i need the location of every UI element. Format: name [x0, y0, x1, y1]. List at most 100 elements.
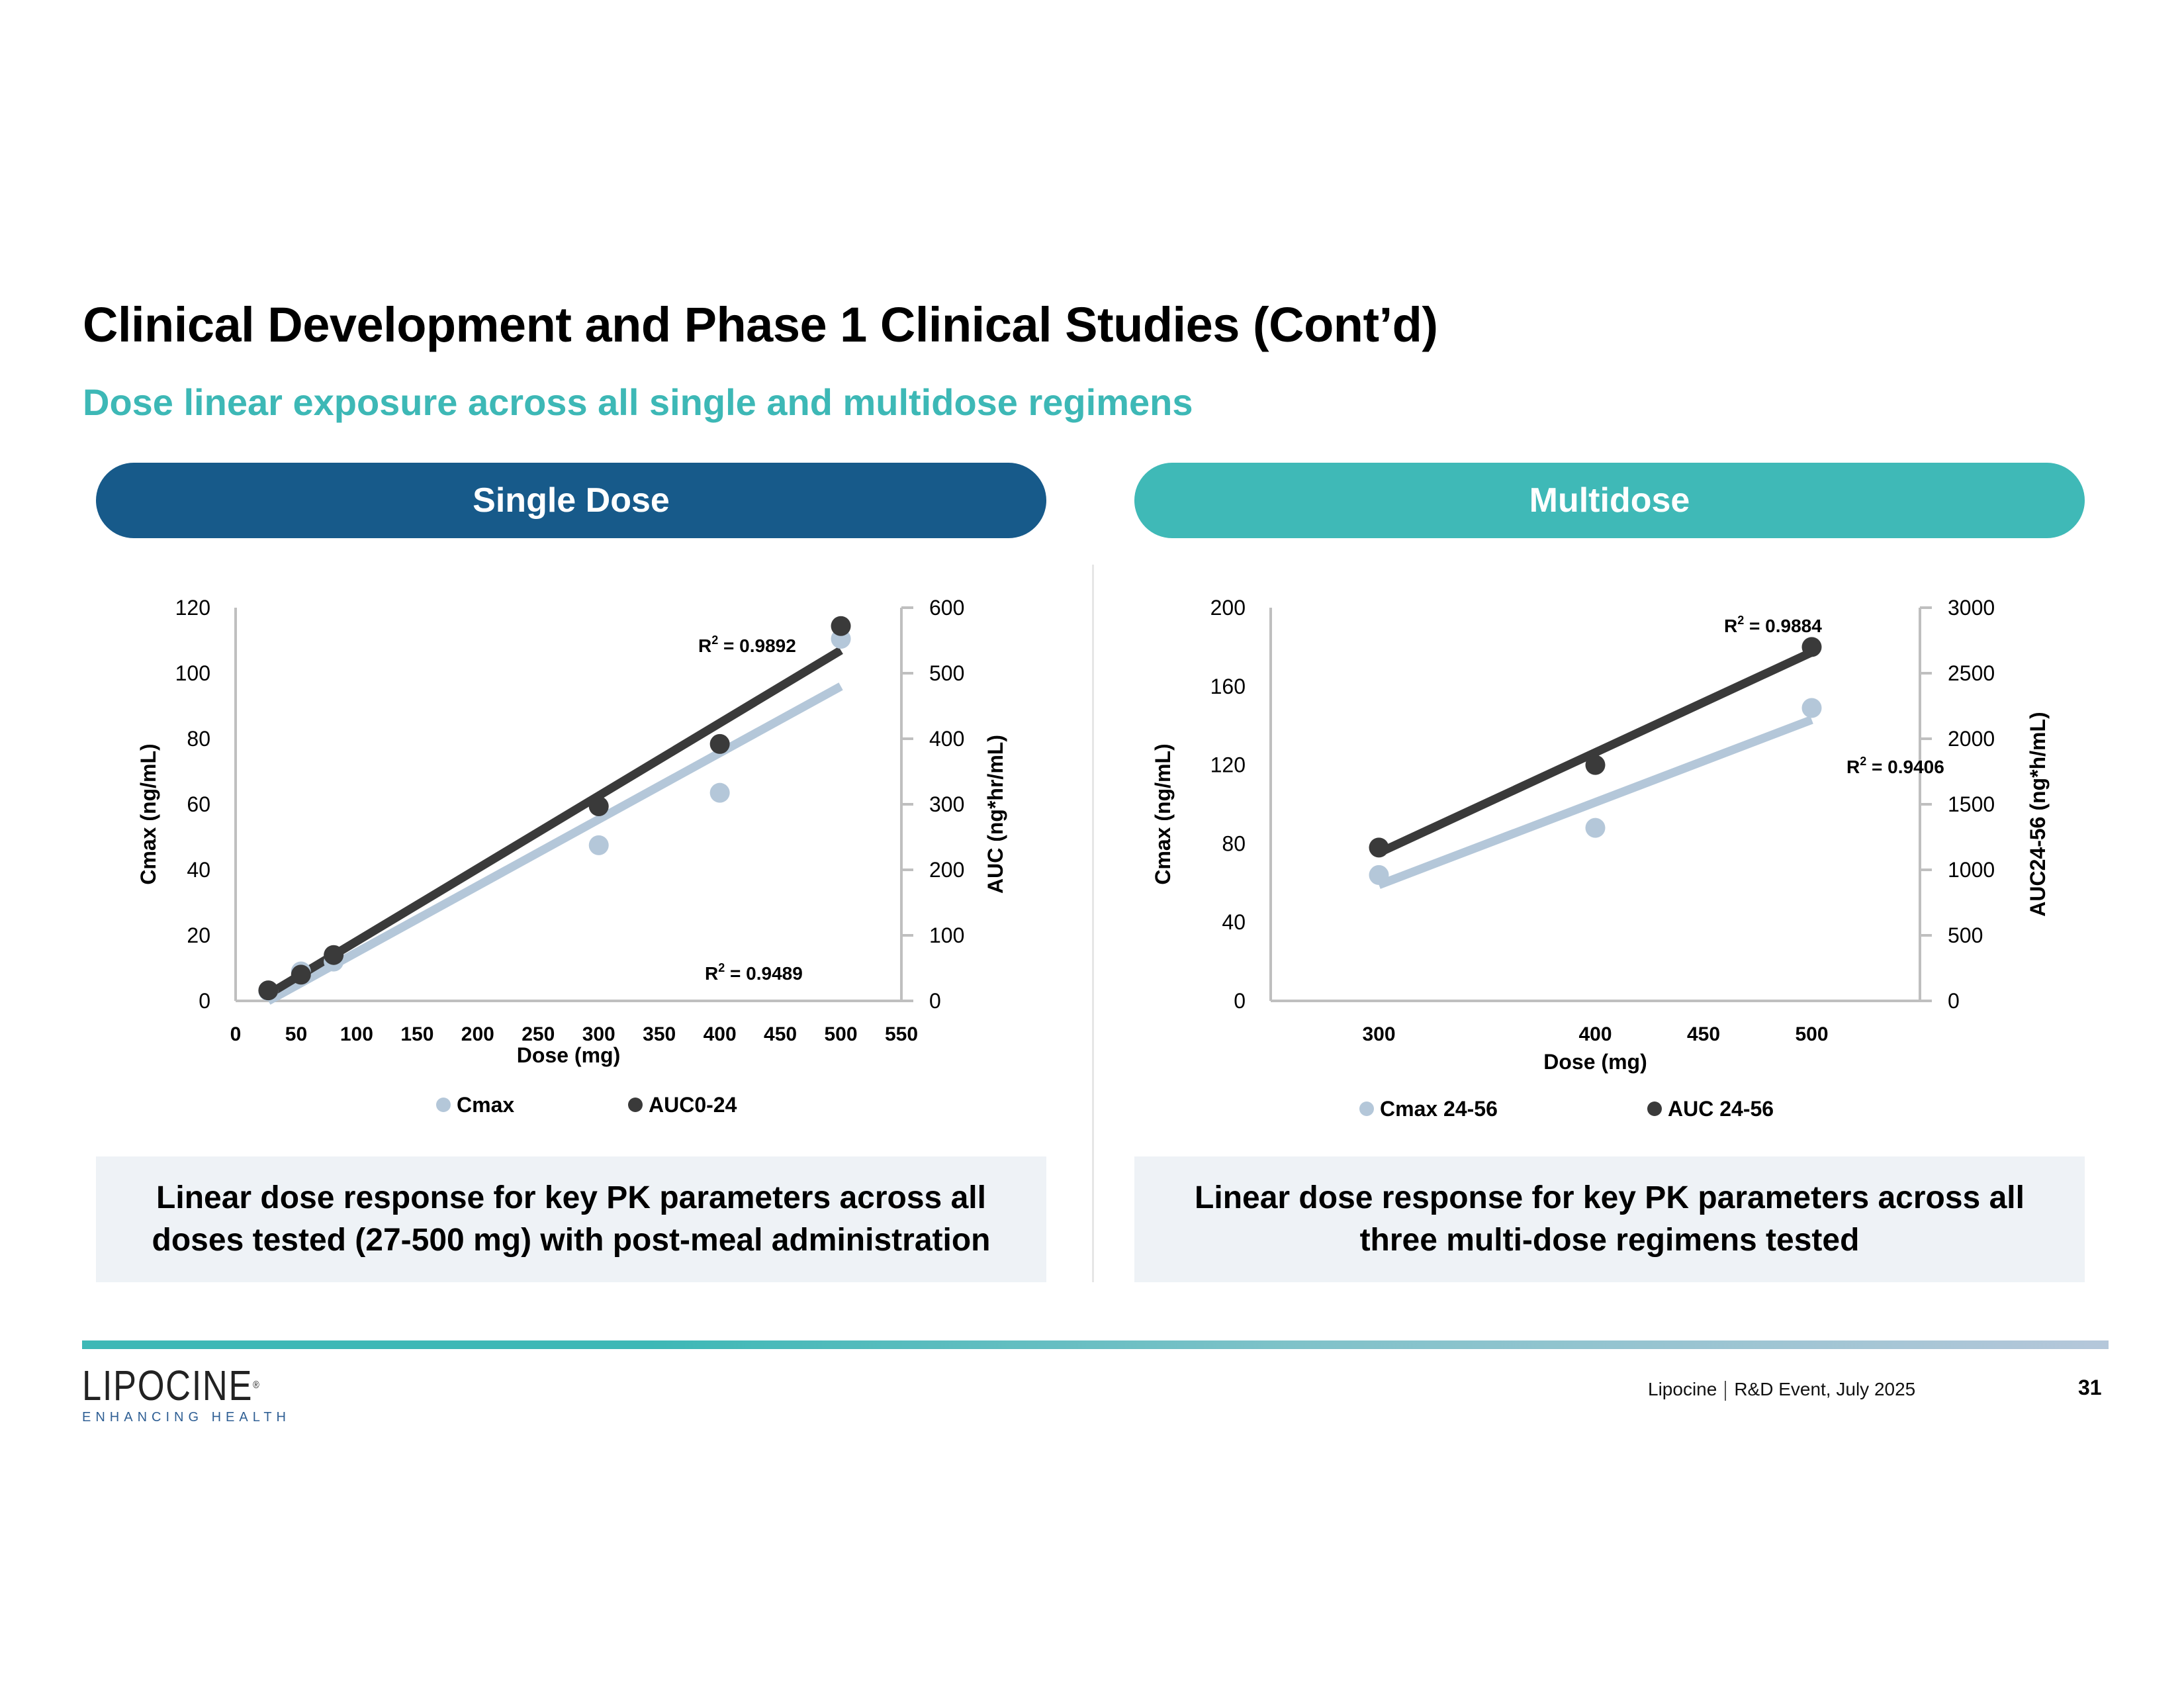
y-tick-label: 60 [187, 792, 210, 816]
page-title: Clinical Development and Phase 1 Clinica… [83, 297, 1438, 352]
footer-event: Lipocine R&D Event, July 2025 [1648, 1379, 1915, 1401]
r-squared-label: R2 = 0.9406 [1846, 755, 1944, 777]
y-tick-label: 80 [1222, 831, 1246, 855]
page-subtitle: Dose linear exposure across all single a… [83, 381, 1193, 423]
r-squared-label: R2 = 0.9892 [698, 633, 796, 656]
legend-label: AUC0-24 [649, 1093, 737, 1117]
footer-event-name: R&D Event, July 2025 [1734, 1379, 1916, 1399]
y2-tick-label: 0 [1948, 989, 1960, 1013]
x-tick-label: 500 [825, 1023, 858, 1045]
legend-marker [628, 1098, 643, 1112]
x-tick-label: 300 [1362, 1023, 1395, 1045]
footer-separator [1725, 1380, 1727, 1401]
single-dose-header: Single Dose [96, 463, 1046, 538]
x-tick-label: 0 [230, 1023, 242, 1045]
y-tick-label: 0 [1234, 989, 1246, 1013]
data-point-cmax [709, 782, 730, 803]
panel-divider [1092, 565, 1094, 1282]
multidose-header: Multidose [1134, 463, 2085, 538]
x-tick-label: 450 [1687, 1023, 1720, 1045]
x-tick-label: 300 [582, 1023, 615, 1045]
x-tick-label: 450 [764, 1023, 797, 1045]
y2-tick-label: 500 [929, 661, 964, 685]
x-tick-label: 200 [461, 1023, 494, 1045]
y-tick-label: 120 [1210, 753, 1246, 777]
x-tick-label: 350 [643, 1023, 676, 1045]
legend-marker [1359, 1102, 1374, 1116]
data-point-auc0-24 [709, 733, 730, 754]
data-point-auc-24-56 [1801, 637, 1822, 657]
page-number: 31 [2078, 1376, 2102, 1399]
y-tick-label: 40 [1222, 910, 1246, 934]
multidose-label: Multidose [1529, 481, 1690, 520]
logo-wordmark: LIPOCINE® [82, 1362, 261, 1409]
x-tick-label: 500 [1795, 1023, 1828, 1045]
trendline-auc0-24 [266, 646, 843, 998]
lipocine-logo: LIPOCINE® ENHANCING HEALTH [82, 1364, 300, 1425]
data-point-auc0-24 [258, 980, 279, 1001]
legend-label: Cmax [457, 1093, 514, 1117]
x-tick-label: 50 [285, 1023, 307, 1045]
y-tick-label: 80 [187, 727, 210, 751]
trendline-auc-24-56 [1377, 648, 1814, 857]
x-tick-label: 100 [340, 1023, 373, 1045]
data-point-auc-24-56 [1585, 755, 1606, 775]
multidose-chart-svg: 0408012016020005001000150020002500300030… [1151, 596, 2050, 1121]
single-dose-caption: Linear dose response for key PK paramete… [96, 1156, 1046, 1282]
y2-tick-label: 200 [929, 858, 964, 882]
data-point-auc-24-56 [1369, 837, 1389, 858]
y2-axis-title: AUC24-56 (ng*h/mL) [2026, 712, 2050, 916]
data-point-auc0-24 [588, 796, 609, 816]
logo-tagline: ENHANCING HEALTH [82, 1410, 291, 1425]
single-dose-chart-svg: 0 20 40 60 80 100 120 0 100 200 300 400 500 600 0 50 100… [136, 596, 1007, 1117]
data-point-cmax-24-56 [1801, 698, 1822, 718]
y-axis-title: Cmax (ng/mL) [136, 743, 160, 884]
y2-tick-label: 400 [929, 727, 964, 751]
y2-axis-title: AUC (ng*hr/mL) [983, 735, 1007, 894]
data-point-auc0-24 [324, 945, 344, 965]
r-squared-label: R2 = 0.9489 [705, 961, 803, 984]
x-tick-label: 150 [400, 1023, 433, 1045]
y-tick-label: 120 [175, 596, 210, 620]
y-tick-label: 160 [1210, 675, 1246, 698]
x-tick-label: 400 [704, 1023, 737, 1045]
y2-tick-label: 2000 [1948, 727, 1995, 751]
y2-tick-label: 1000 [1948, 858, 1995, 882]
multidose-caption: Linear dose response for key PK paramete… [1134, 1156, 2085, 1282]
single-dose-chart: 0 20 40 60 80 100 120 0 100 200 300 400 500 600 0 50 100… [0, 583, 1092, 1152]
data-point-cmax [588, 835, 609, 855]
x-axis-title: Dose (mg) [1543, 1050, 1647, 1074]
legend-marker [1647, 1102, 1662, 1116]
y-tick-label: 40 [187, 858, 210, 882]
multidose-chart: 0 40 80 120 160 200 0 500 1000 1500 2000 2500 3000 30… [1092, 583, 2184, 1152]
x-tick-label: 400 [1578, 1023, 1612, 1045]
legend-label: Cmax 24-56 [1380, 1097, 1498, 1121]
x-axis-title: Dose (mg) [517, 1043, 620, 1067]
y2-tick-label: 100 [929, 923, 964, 947]
data-point-cmax-24-56 [1585, 818, 1606, 838]
data-point-cmax-24-56 [1369, 865, 1389, 885]
y2-tick-label: 1500 [1948, 792, 1995, 816]
data-point-auc0-24 [291, 964, 311, 985]
y-tick-label: 200 [1210, 596, 1246, 620]
footer-gradient-bar [82, 1340, 2109, 1349]
trendline-cmax-24-56 [1377, 716, 1813, 889]
single-dose-label: Single Dose [473, 481, 670, 520]
r-squared-label: R2 = 0.9884 [1724, 614, 1822, 636]
y2-tick-label: 0 [929, 989, 941, 1013]
y-tick-label: 0 [199, 989, 210, 1013]
x-tick-label: 550 [885, 1023, 918, 1045]
y-tick-label: 100 [175, 661, 210, 685]
y2-tick-label: 3000 [1948, 596, 1995, 620]
y-axis-title: Cmax (ng/mL) [1151, 743, 1175, 884]
data-point-auc0-24 [831, 616, 851, 636]
footer-company: Lipocine [1648, 1379, 1717, 1399]
y2-tick-label: 500 [1948, 923, 1983, 947]
legend-label: AUC 24-56 [1668, 1097, 1774, 1121]
x-tick-label: 250 [522, 1023, 555, 1045]
y-tick-label: 20 [187, 923, 210, 947]
trendline-cmax [266, 682, 843, 1005]
y2-tick-label: 2500 [1948, 661, 1995, 685]
y2-tick-label: 600 [929, 596, 964, 620]
y2-tick-label: 300 [929, 792, 964, 816]
